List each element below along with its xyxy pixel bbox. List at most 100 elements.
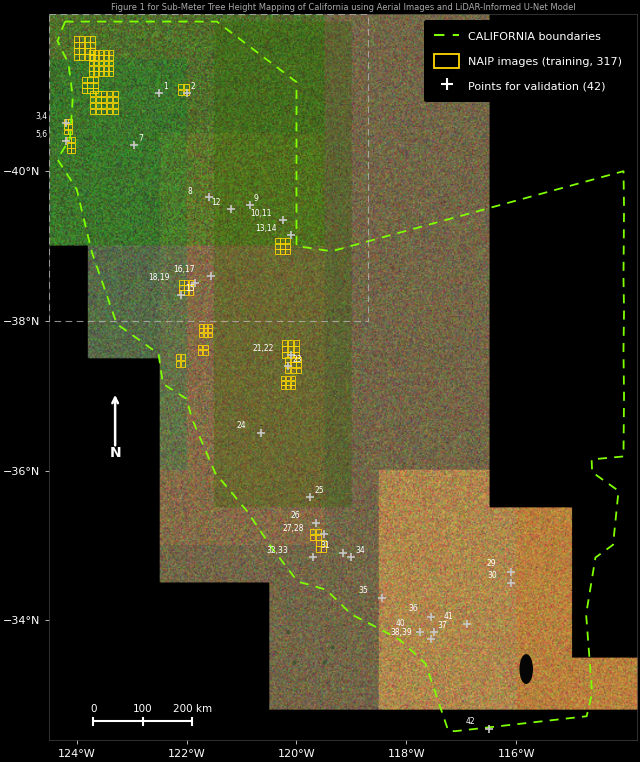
Text: 29: 29 bbox=[486, 559, 496, 568]
Text: 38,39: 38,39 bbox=[390, 629, 412, 637]
Bar bbox=[79, 48, 84, 53]
Bar bbox=[64, 119, 68, 123]
Bar bbox=[489, 134, 637, 740]
Bar bbox=[71, 143, 75, 148]
Text: 30: 30 bbox=[488, 571, 497, 580]
Bar bbox=[291, 380, 294, 385]
Bar bbox=[89, 50, 93, 55]
Bar bbox=[71, 137, 75, 142]
Bar bbox=[94, 50, 99, 55]
Text: 27,28: 27,28 bbox=[283, 523, 304, 533]
Bar bbox=[107, 97, 112, 102]
Text: 42: 42 bbox=[466, 717, 476, 725]
Bar bbox=[184, 84, 189, 89]
Bar bbox=[198, 344, 202, 349]
Bar bbox=[310, 535, 315, 540]
Bar bbox=[94, 72, 99, 76]
Bar bbox=[286, 385, 290, 389]
Text: 13,14: 13,14 bbox=[255, 224, 277, 233]
Bar bbox=[109, 66, 113, 71]
Text: 0: 0 bbox=[90, 705, 97, 715]
Bar bbox=[291, 376, 294, 380]
Bar bbox=[275, 244, 280, 248]
Text: 1: 1 bbox=[163, 82, 168, 91]
Bar bbox=[99, 50, 103, 55]
Text: 12: 12 bbox=[211, 198, 221, 207]
Bar bbox=[291, 385, 294, 389]
Bar bbox=[199, 333, 203, 337]
Bar bbox=[85, 43, 90, 48]
Bar bbox=[89, 72, 93, 76]
Bar bbox=[316, 529, 321, 534]
Bar bbox=[179, 285, 184, 290]
Text: 21,22: 21,22 bbox=[253, 344, 274, 353]
Text: 10,11: 10,11 bbox=[250, 209, 271, 218]
Bar bbox=[280, 244, 285, 248]
Bar bbox=[285, 239, 290, 243]
Bar bbox=[99, 66, 103, 71]
Bar bbox=[94, 60, 99, 66]
Bar bbox=[94, 66, 99, 71]
Bar bbox=[90, 37, 95, 42]
Text: 24: 24 bbox=[236, 421, 246, 430]
Bar bbox=[107, 103, 112, 108]
Text: 26: 26 bbox=[291, 511, 301, 520]
Bar bbox=[104, 66, 108, 71]
Bar bbox=[282, 376, 285, 380]
Text: 35: 35 bbox=[358, 586, 369, 594]
Bar bbox=[90, 103, 95, 108]
Bar bbox=[294, 341, 299, 346]
Bar bbox=[291, 368, 296, 373]
Bar bbox=[95, 103, 100, 108]
Bar bbox=[280, 239, 285, 243]
Bar bbox=[296, 368, 301, 373]
Bar bbox=[176, 354, 180, 360]
Bar bbox=[67, 137, 70, 142]
Bar bbox=[68, 119, 72, 123]
Bar bbox=[68, 124, 72, 129]
Bar bbox=[109, 50, 113, 55]
Bar bbox=[285, 244, 290, 248]
Bar bbox=[95, 97, 100, 102]
Bar bbox=[101, 109, 106, 114]
Text: 34: 34 bbox=[355, 546, 365, 555]
Bar bbox=[93, 83, 99, 88]
Bar bbox=[198, 350, 202, 354]
Bar bbox=[181, 354, 186, 360]
Bar bbox=[99, 72, 103, 76]
Bar bbox=[85, 54, 90, 59]
Bar bbox=[113, 91, 118, 96]
Bar bbox=[286, 376, 290, 380]
Text: 200 km: 200 km bbox=[173, 705, 212, 715]
Bar bbox=[178, 89, 183, 94]
Text: 15: 15 bbox=[185, 284, 195, 293]
Bar bbox=[316, 540, 321, 546]
Text: 18,19: 18,19 bbox=[148, 273, 170, 282]
Bar bbox=[109, 60, 113, 66]
Bar bbox=[208, 324, 212, 328]
Text: 2: 2 bbox=[191, 82, 195, 91]
Bar bbox=[208, 333, 212, 337]
Text: 23: 23 bbox=[292, 355, 301, 364]
Bar bbox=[107, 91, 112, 96]
Bar bbox=[280, 249, 285, 255]
Bar bbox=[178, 84, 183, 89]
Bar bbox=[294, 352, 299, 357]
Bar bbox=[109, 72, 113, 76]
Bar bbox=[321, 546, 326, 552]
Bar bbox=[199, 324, 203, 328]
Bar bbox=[184, 280, 188, 285]
Bar bbox=[179, 290, 184, 295]
Text: 8: 8 bbox=[188, 187, 193, 196]
Bar bbox=[189, 290, 193, 295]
Bar bbox=[109, 55, 113, 60]
Bar bbox=[90, 91, 95, 96]
Text: 9: 9 bbox=[253, 194, 259, 203]
Bar bbox=[113, 109, 118, 114]
Bar bbox=[184, 285, 188, 290]
Bar bbox=[181, 360, 186, 367]
Bar bbox=[113, 103, 118, 108]
Text: 32,33: 32,33 bbox=[266, 546, 288, 555]
Bar bbox=[104, 55, 108, 60]
Bar bbox=[94, 55, 99, 60]
